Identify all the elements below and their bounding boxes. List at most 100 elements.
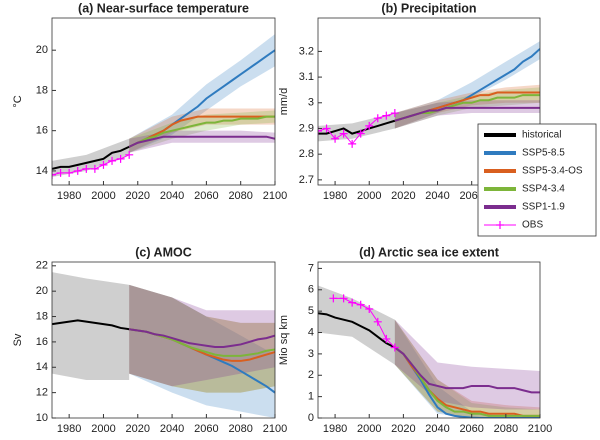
x-tick-label: 2020	[126, 190, 150, 202]
x-tick-label: 2020	[126, 423, 150, 435]
x-tick-label: 1980	[57, 423, 81, 435]
series-line	[128, 115, 275, 148]
y-tick-label: 14	[36, 165, 48, 177]
x-tick-label: 2000	[91, 423, 115, 435]
y-tick-label: 2	[308, 369, 314, 381]
obs-marker	[373, 114, 382, 123]
x-tick-label: 2000	[357, 190, 381, 202]
plot-area	[318, 285, 540, 418]
obs-marker	[108, 156, 117, 165]
y-tick-label: 20	[36, 44, 48, 56]
y-tick-label: 22	[36, 260, 48, 272]
y-tick-label: 14	[36, 361, 48, 373]
obs-marker	[52, 170, 56, 179]
series-line	[318, 312, 396, 349]
series-line	[128, 115, 275, 148]
series-line	[128, 135, 275, 148]
panel-title: (c) AMOC	[135, 245, 191, 259]
series-line	[394, 346, 540, 394]
obs-marker	[348, 139, 357, 148]
y-tick-label: 7	[308, 262, 314, 274]
obs-marker	[73, 166, 82, 175]
uncertainty-band	[129, 34, 275, 153]
uncertainty-band	[129, 284, 275, 387]
uncertainty-band	[394, 319, 540, 410]
legend-label: SSP4-3.4	[522, 184, 565, 195]
obs-marker	[65, 168, 74, 177]
y-tick-label: 20	[36, 285, 48, 297]
obs-marker	[382, 334, 391, 343]
panel-title: (a) Near-surface temperature	[78, 1, 249, 15]
y-tick-label: 5	[308, 305, 314, 317]
obs-marker	[365, 121, 374, 130]
obs-marker	[322, 124, 331, 133]
y-tick-label: 2.8	[299, 148, 314, 160]
y-tick-label: 16	[36, 125, 48, 137]
obs-marker	[331, 134, 340, 143]
y-tick-label: 4	[308, 326, 314, 338]
x-tick-label: 2020	[391, 190, 415, 202]
obs-marker	[339, 294, 348, 303]
plot-area	[52, 272, 275, 418]
obs-marker	[125, 150, 134, 159]
x-tick-label: 2040	[160, 190, 184, 202]
series-line	[394, 346, 540, 417]
series-line	[394, 106, 540, 122]
obs-marker	[56, 168, 65, 177]
uncertainty-band	[129, 284, 275, 393]
y-tick-label: 2.9	[299, 122, 314, 134]
y-tick-label: 12	[36, 387, 48, 399]
series-line	[318, 112, 395, 145]
obs-marker	[356, 300, 365, 309]
obs-marker	[339, 129, 348, 138]
series-line	[318, 119, 396, 135]
uncertainty-band	[129, 284, 275, 393]
x-tick-label: 2000	[357, 423, 381, 435]
x-tick-label: 2000	[91, 190, 115, 202]
panel-title: (b) Precipitation	[381, 1, 476, 15]
x-tick-label: 2020	[391, 423, 415, 435]
uncertainty-band	[394, 41, 540, 129]
y-tick-label: 2.7	[299, 174, 314, 186]
uncertainty-band	[52, 138, 130, 177]
x-tick-label: 2060	[459, 423, 483, 435]
x-tick-label: 2080	[228, 190, 252, 202]
series-line	[394, 346, 540, 418]
axes-frame	[51, 261, 276, 419]
series-line	[52, 319, 130, 331]
y-tick-label: 3.1	[299, 71, 314, 83]
y-tick-label: 10	[36, 412, 48, 424]
y-tick-label: 3.2	[299, 45, 314, 57]
y-tick-label: 3	[308, 348, 314, 360]
x-tick-label: 2040	[425, 190, 449, 202]
y-tick-label: 16	[36, 336, 48, 348]
uncertainty-band	[394, 84, 540, 129]
obs-marker	[382, 111, 391, 120]
y-tick-label: 1	[308, 391, 314, 403]
x-tick-label: 2060	[194, 423, 218, 435]
y-tick-label: 0	[308, 412, 314, 424]
plot-area	[318, 41, 540, 148]
legend-label: SSP5-8.5	[522, 148, 565, 159]
x-tick-label: 1980	[323, 423, 347, 435]
x-tick-label: 2060	[194, 190, 218, 202]
axes-frame	[317, 261, 541, 419]
uncertainty-band	[318, 113, 395, 142]
obs-marker	[356, 129, 365, 138]
x-tick-label: 2040	[425, 423, 449, 435]
y-axis-label: mm/d	[278, 88, 290, 116]
x-tick-label: 2080	[228, 423, 252, 435]
uncertainty-band	[129, 110, 275, 153]
x-tick-label: 1980	[57, 190, 81, 202]
series-line	[52, 154, 130, 176]
obs-marker	[318, 127, 322, 136]
y-tick-label: 18	[36, 84, 48, 96]
legend-marker	[496, 221, 504, 229]
y-axis-label: Sv	[12, 333, 24, 346]
x-tick-label: 1980	[323, 190, 347, 202]
legend-box	[477, 123, 597, 237]
obs-marker	[329, 294, 338, 303]
obs-marker	[373, 317, 382, 326]
obs-marker	[99, 160, 108, 169]
x-tick-label: 2100	[528, 423, 552, 435]
